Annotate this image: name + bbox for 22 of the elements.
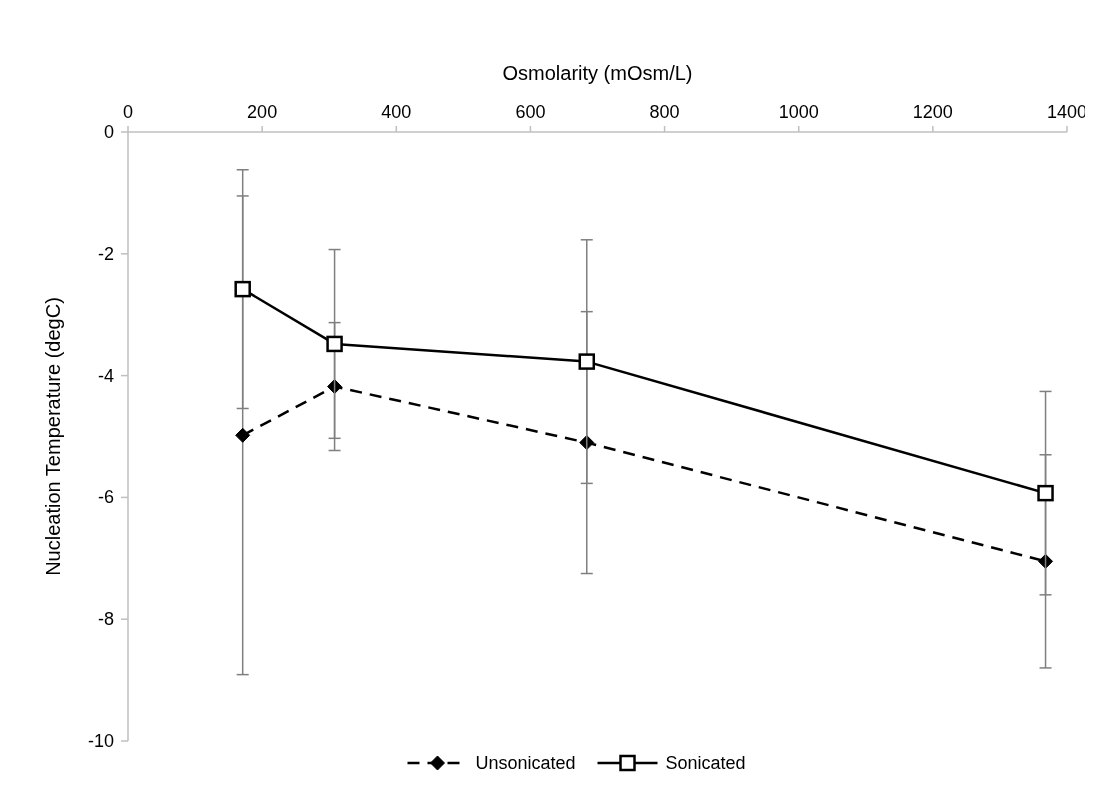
x-axis-title: Osmolarity (mOsm/L): [502, 62, 693, 84]
y-tick-label: 0: [103, 122, 114, 142]
point: [578, 353, 596, 370]
y-tick-label: -4: [97, 365, 114, 386]
y-tick-label: -10: [87, 731, 114, 751]
x-tick-label: 800: [649, 102, 680, 122]
legend-label: Unsonicated: [475, 753, 576, 773]
y-tick-label: -8: [97, 609, 114, 630]
point: [326, 335, 343, 353]
y-tick-label: -6: [97, 487, 114, 508]
x-tick-label: 200: [247, 102, 278, 122]
x-tick-label: 400: [381, 102, 412, 122]
legend-label: Sonicated: [665, 753, 746, 773]
point: [1037, 484, 1054, 502]
x-tick-label: 1000: [778, 102, 819, 122]
x-tick-label: 0: [122, 102, 134, 122]
x-tick-label: 1200: [912, 102, 953, 122]
x-tick-label: 600: [515, 102, 546, 122]
y-axis-title: Nucleation Temperature (degC): [42, 297, 64, 576]
point: [235, 427, 251, 443]
y-tick-label: -2: [97, 243, 114, 264]
point: [234, 280, 251, 298]
